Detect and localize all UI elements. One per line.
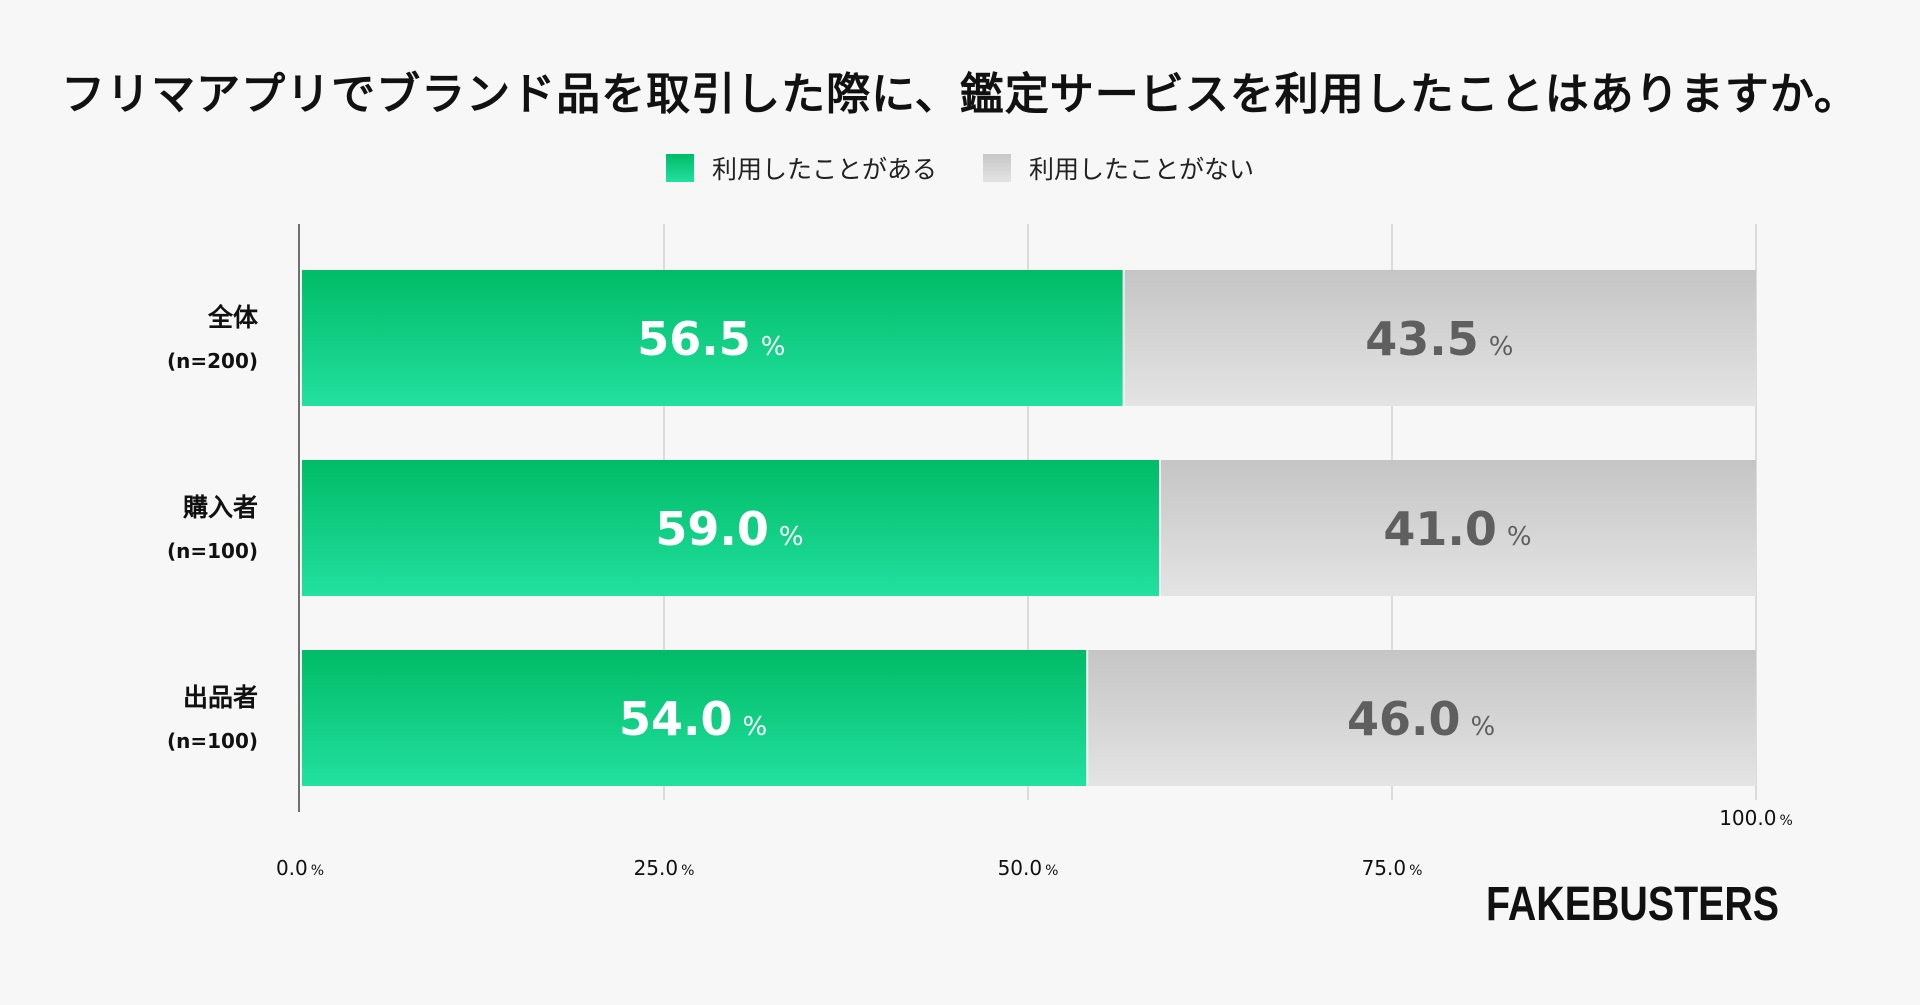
bar-not-used-0 [1124, 270, 1756, 406]
category-label-2: 出品者 [183, 683, 258, 712]
value-label-not-used-1: 41.0% [1383, 502, 1531, 556]
legend-swatch-not-used [983, 154, 1011, 182]
legend-item-not-used: 利用したことがない [983, 150, 1254, 186]
x-tick-label-1: 25.0% [634, 856, 695, 880]
value-label-not-used-0: 43.5% [1365, 312, 1513, 366]
category-label-0: 全体 [207, 303, 259, 332]
x-tick-label-2: 50.0% [998, 856, 1059, 880]
value-label-used-0: 56.5% [637, 312, 785, 366]
brand-logo: FAKEBUSTERS [1474, 874, 1834, 934]
legend-label-used: 利用したことがある [711, 155, 937, 184]
category-label-1: 購入者 [183, 493, 258, 522]
value-label-used-1: 59.0% [655, 502, 803, 556]
bar-not-used-1 [1161, 460, 1756, 596]
bar-used-0 [302, 270, 1123, 406]
x-tick-label-0: 0.0% [276, 856, 324, 880]
legend: 利用したことがある 利用したことがない [0, 150, 1920, 186]
category-n-label-0: (n=200) [167, 349, 258, 373]
bar-used-2 [302, 650, 1087, 786]
category-n-label-2: (n=100) [167, 729, 258, 753]
category-n-label-1: (n=100) [167, 539, 258, 563]
bar-used-1 [302, 460, 1160, 596]
x-tick-label-4: 100.0% [1719, 806, 1793, 830]
legend-item-used: 利用したことがある [665, 150, 937, 186]
bar-not-used-2 [1088, 650, 1756, 786]
value-label-not-used-2: 46.0% [1347, 692, 1495, 746]
legend-swatch-used [665, 154, 694, 182]
legend-label-not-used: 利用したことがない [1029, 155, 1255, 184]
logo-text: FAKEBUSTERS [1486, 877, 1780, 931]
x-tick-label-3: 75.0% [1362, 856, 1423, 880]
value-label-used-2: 54.0% [619, 692, 767, 746]
chart-title: フリマアプリでブランド品を取引した際に、鑑定サービスを利用したことはありますか。 [61, 69, 1859, 120]
